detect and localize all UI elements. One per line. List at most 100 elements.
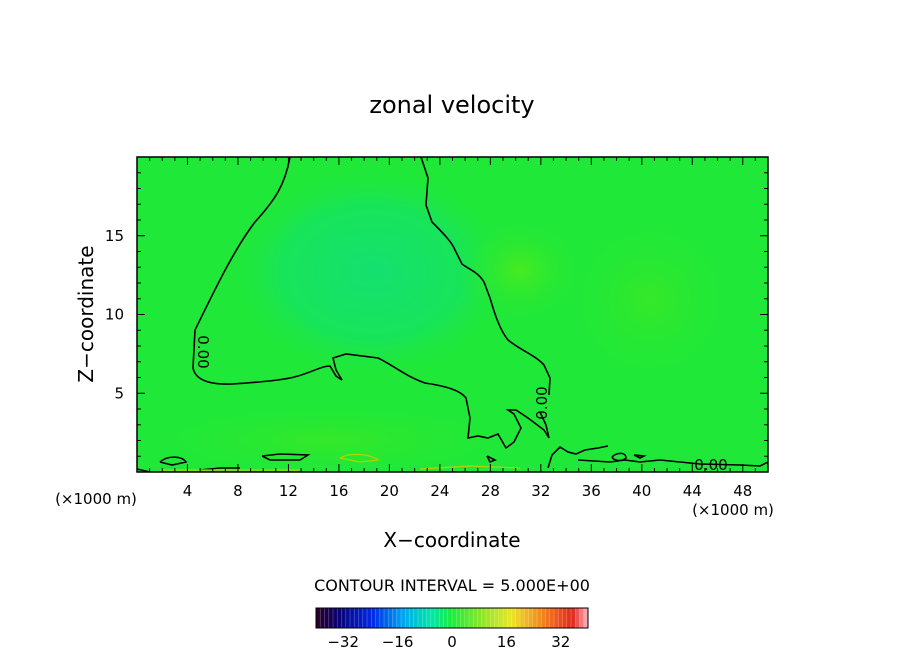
x-tick-label: 32 xyxy=(531,482,550,500)
colorbar-swatch xyxy=(392,608,398,628)
colorbar-swatch xyxy=(566,608,572,628)
colorbar-tick-label: 32 xyxy=(551,633,570,651)
colorbar-swatch xyxy=(439,608,444,628)
colorbar-swatch xyxy=(503,608,508,628)
colorbar-swatch xyxy=(524,608,529,628)
colorbar-swatch xyxy=(545,608,551,628)
chart-title: zonal velocity xyxy=(369,91,534,119)
x-unit-left: (×1000 m) xyxy=(55,490,137,508)
positive-velocity-lobe xyxy=(455,215,585,325)
colorbar-swatch xyxy=(562,608,568,628)
x-axis-label: X−coordinate xyxy=(383,528,520,552)
negative-velocity-core xyxy=(222,162,522,382)
colorbar-swatch xyxy=(345,608,351,628)
x-unit-right: (×1000 m) xyxy=(692,501,774,519)
colorbar-swatch xyxy=(401,608,406,628)
colorbar-swatch xyxy=(558,608,563,628)
colorbar-swatch xyxy=(328,608,334,628)
colorbar xyxy=(315,608,589,628)
colorbar-swatch xyxy=(571,608,576,628)
colorbar-swatch xyxy=(409,608,415,628)
positive-velocity-surface xyxy=(137,400,530,472)
x-tick-label: 48 xyxy=(733,482,752,500)
colorbar-swatch xyxy=(554,608,559,628)
colorbar-swatch xyxy=(473,608,478,628)
colorbar-swatch xyxy=(469,608,474,628)
contour-label-center: 0.00 xyxy=(533,386,551,419)
positive-contour-surface xyxy=(160,453,521,471)
colorbar-swatch xyxy=(583,608,589,628)
colorbar-swatch xyxy=(422,608,427,628)
colorbar-swatch xyxy=(413,608,419,628)
y-axis-ticks: 5 10 15 xyxy=(105,172,768,457)
colorbar-swatch xyxy=(396,608,402,628)
x-tick-label: 40 xyxy=(632,482,651,500)
colorbar-swatch xyxy=(367,608,372,628)
colorbar-tick-label: 0 xyxy=(447,633,457,651)
colorbar-swatch xyxy=(435,608,440,628)
colorbar-swatch xyxy=(507,608,512,628)
colorbar-swatch xyxy=(575,608,580,628)
colorbar-swatch xyxy=(384,608,389,628)
x-tick-label: 12 xyxy=(279,482,298,500)
y-tick-label: 15 xyxy=(105,227,124,245)
zero-contour-center xyxy=(420,157,551,396)
colorbar-swatch xyxy=(324,608,330,628)
x-tick-label: 16 xyxy=(329,482,348,500)
colorbar-swatch xyxy=(549,608,555,628)
colorbar-swatch xyxy=(354,608,359,628)
colorbar-swatch xyxy=(490,608,495,628)
colorbar-swatch xyxy=(350,608,355,628)
colorbar-swatch xyxy=(486,608,491,628)
x-tick-label: 20 xyxy=(380,482,399,500)
colorbar-tick-label: 16 xyxy=(497,633,516,651)
colorbar-swatch xyxy=(371,608,376,628)
colorbar-swatch xyxy=(452,608,457,628)
colorbar-swatch xyxy=(464,608,470,628)
x-tick-label: 24 xyxy=(430,482,449,500)
colorbar-swatch xyxy=(460,608,466,628)
colorbar-swatch xyxy=(430,608,436,628)
y-axis-label: Z−coordinate xyxy=(74,245,98,382)
colorbar-swatch xyxy=(418,608,423,628)
plot-area: 0.00 0.00 0.00 xyxy=(137,157,768,472)
colorbar-frame xyxy=(315,607,589,629)
colorbar-swatch xyxy=(498,608,504,628)
colorbar-swatch xyxy=(333,608,338,628)
zero-contour-surface xyxy=(137,445,768,472)
x-tick-label: 28 xyxy=(481,482,500,500)
colorbar-swatch xyxy=(511,608,517,628)
contour-label-left: 0.00 xyxy=(194,335,212,368)
x-tick-label: 4 xyxy=(183,482,193,500)
colorbar-swatch xyxy=(456,608,461,628)
colorbar-swatch xyxy=(528,608,534,628)
colorbar-swatch xyxy=(337,608,342,628)
colorbar-swatch xyxy=(520,608,525,628)
colorbar-swatch xyxy=(405,608,410,628)
colorbar-swatch xyxy=(515,608,521,628)
colorbar-tick-label: −16 xyxy=(382,633,414,651)
colorbar-swatch xyxy=(481,608,487,628)
contour-interval-label: CONTOUR INTERVAL = 5.000E+00 xyxy=(314,576,590,595)
colorbar-swatch xyxy=(532,608,538,628)
colorbar-swatch xyxy=(537,608,542,628)
colorbar-swatch xyxy=(426,608,432,628)
colorbar-swatch xyxy=(316,608,321,628)
x-tick-label: 36 xyxy=(582,482,601,500)
colorbar-swatch xyxy=(447,608,453,628)
colorbar-tick-label: −32 xyxy=(327,633,359,651)
y-tick-label: 5 xyxy=(114,384,124,402)
colorbar-swatch xyxy=(362,608,368,628)
x-tick-label: 8 xyxy=(233,482,243,500)
colorbar-swatch xyxy=(375,608,381,628)
colorbar-swatch xyxy=(341,608,347,628)
colorbar-swatch xyxy=(388,608,393,628)
x-axis-ticks: 4 8 12 16 20 24 28 32 36 40 44 48 xyxy=(149,157,756,500)
positive-velocity-region-right xyxy=(560,210,740,390)
colorbar-swatch xyxy=(358,608,364,628)
colorbar-swatch xyxy=(579,608,585,628)
colorbar-swatch xyxy=(443,608,449,628)
colorbar-swatch xyxy=(494,608,500,628)
colorbar-swatch xyxy=(379,608,385,628)
